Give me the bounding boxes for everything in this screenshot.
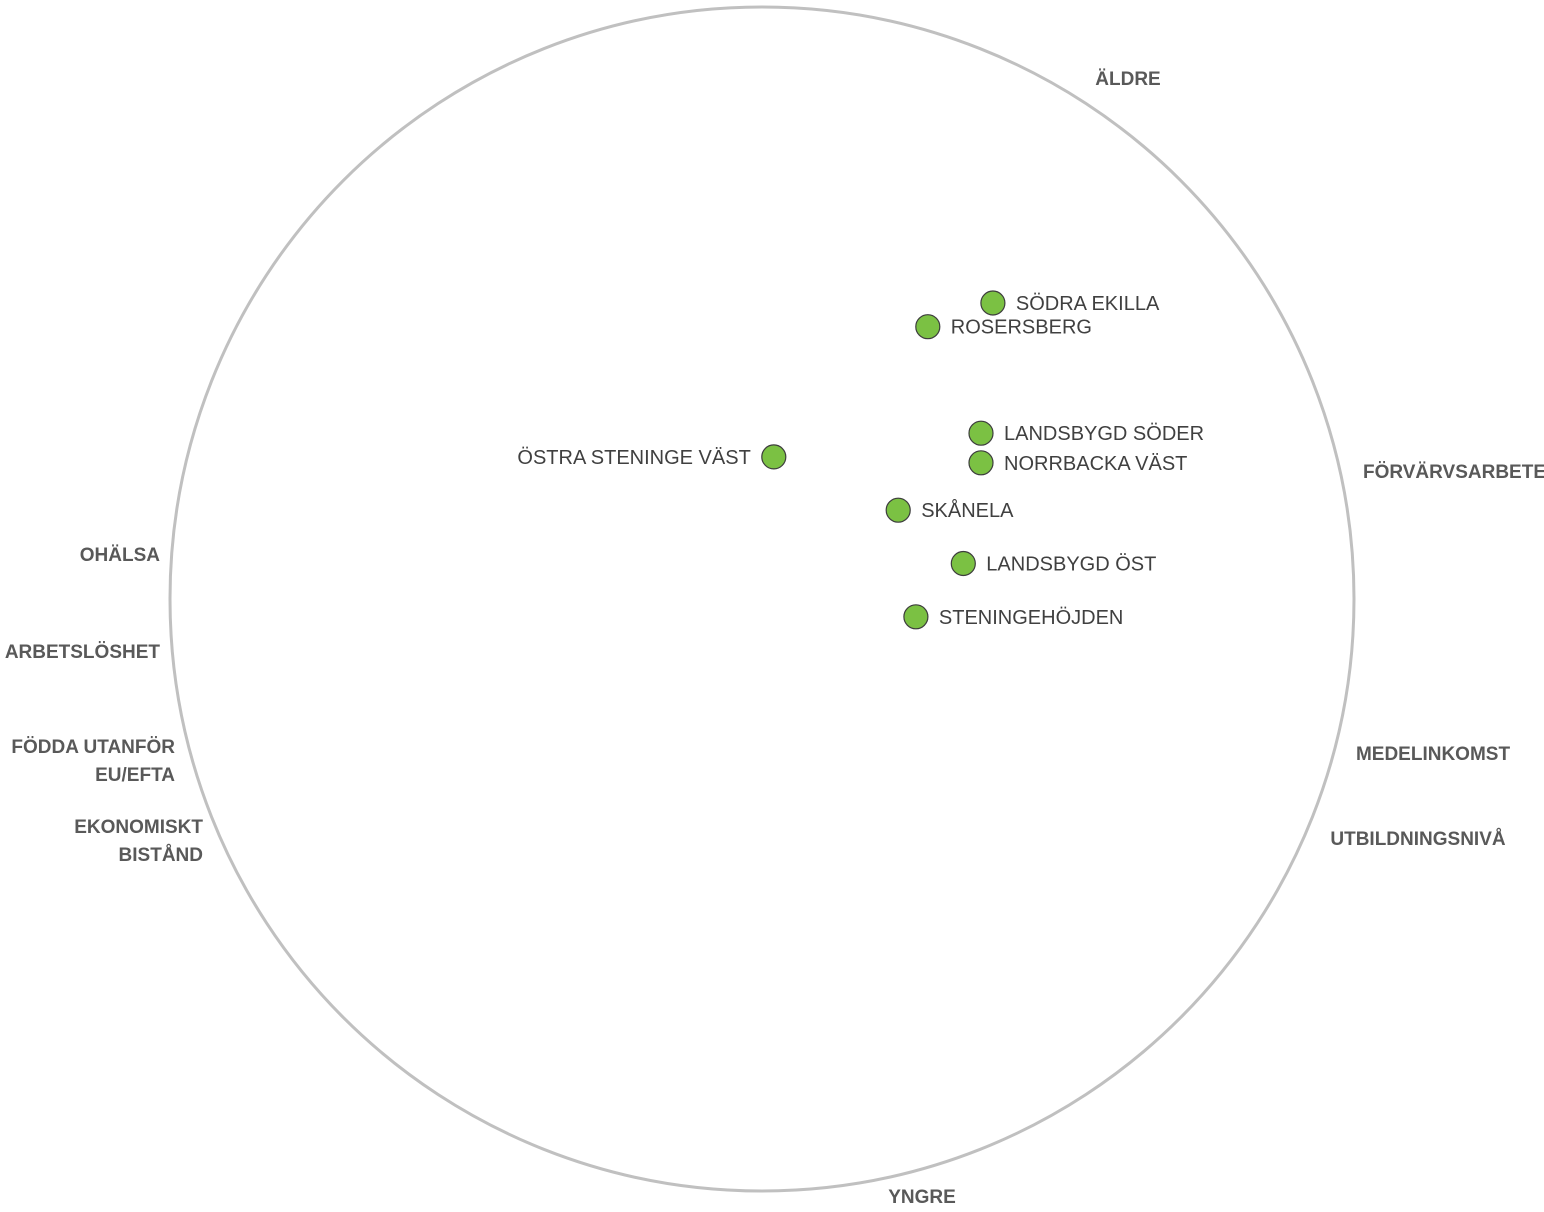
axis-label-medelinkomst: MEDELINKOMST xyxy=(1356,744,1511,765)
axis-label-line: EKONOMISKT xyxy=(74,817,203,838)
axis-label-ekonomiskt-bistand: EKONOMISKT BISTÅND xyxy=(74,817,203,866)
axis-label-line: ARBETSLÖSHET xyxy=(5,642,161,663)
axis-label-yngre: YNGRE xyxy=(888,1187,956,1207)
data-point-label-2: LANDSBYGD SÖDER xyxy=(1004,423,1204,445)
data-point-label-3: NORRBACKA VÄST xyxy=(1004,453,1187,475)
data-point-2 xyxy=(968,420,994,446)
axis-label-line: FÖRVÄRVSARBETE xyxy=(1363,462,1544,483)
data-point-5 xyxy=(885,497,911,523)
axis-label-line: BISTÅND xyxy=(119,845,203,866)
axis-label-aldre: ÄLDRE xyxy=(1095,69,1160,90)
data-point-6 xyxy=(950,550,976,577)
data-point-label-0: SÖDRA EKILLA xyxy=(1016,293,1160,315)
data-point-label-7: STENINGEHÖJDEN xyxy=(939,607,1123,629)
axis-label-line: ÄLDRE xyxy=(1095,69,1160,90)
axis-label-fodda-utanfor: FÖDDA UTANFÖR EU/EFTA xyxy=(11,737,175,786)
data-point-3 xyxy=(968,450,994,476)
data-point-7 xyxy=(903,604,929,630)
data-point-0 xyxy=(980,290,1006,316)
data-point-4 xyxy=(761,444,787,470)
axis-label-utbildningsniva: UTBILDNINGSNIVÅ xyxy=(1330,829,1506,850)
outer-circle xyxy=(168,5,1356,1193)
axis-label-forvarvsarbete: FÖRVÄRVSARBETE xyxy=(1363,462,1544,483)
data-point-label-6: LANDSBYGD ÖST xyxy=(986,554,1156,576)
axis-label-line: EU/EFTA xyxy=(95,765,175,786)
axis-label-line: YNGRE xyxy=(888,1187,956,1207)
axis-label-line: MEDELINKOMST xyxy=(1356,744,1511,765)
axis-label-line: UTBILDNINGSNIVÅ xyxy=(1330,829,1506,850)
axis-label-arbetsloshet: ARBETSLÖSHET xyxy=(5,642,161,663)
data-point-1 xyxy=(915,314,941,340)
data-point-label-1: ROSERSBERG xyxy=(951,317,1092,339)
axis-label-line: OHÄLSA xyxy=(80,545,161,566)
data-point-label-4: ÖSTRA STENINGE VÄST xyxy=(517,447,750,469)
axis-label-line: FÖDDA UTANFÖR xyxy=(11,737,175,758)
data-point-label-5: SKÅNELA xyxy=(921,499,1014,522)
axis-label-ohalsa: OHÄLSA xyxy=(80,545,161,566)
